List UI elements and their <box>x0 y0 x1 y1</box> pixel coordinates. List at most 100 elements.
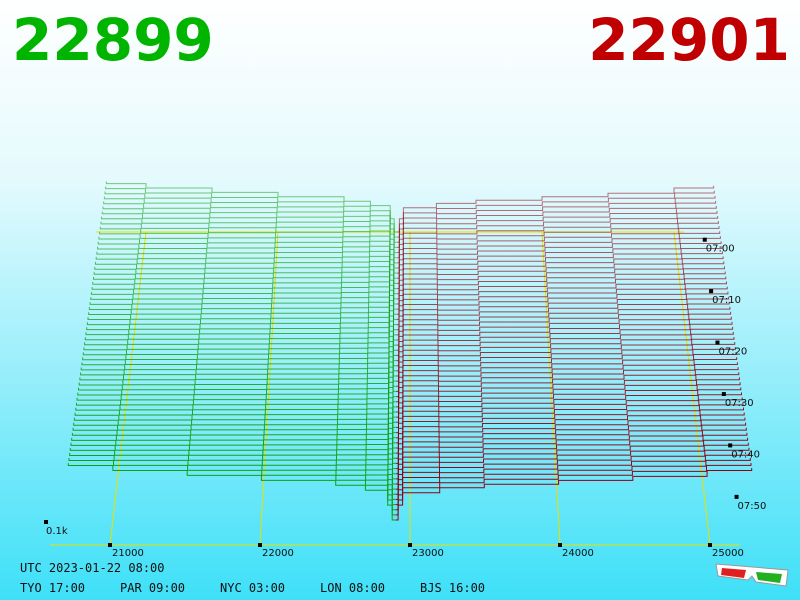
grid-line <box>259 231 279 546</box>
bid-depth-line <box>85 332 396 387</box>
ask-depth-line <box>395 437 749 490</box>
bid-depth-line <box>101 211 397 264</box>
ask-depth-line <box>395 457 751 511</box>
ask-depth-line <box>396 281 727 331</box>
bid-depth-line <box>101 216 397 269</box>
ask-depth-line <box>396 246 723 295</box>
ask-depth-line <box>396 241 722 290</box>
x-tick-label: 23000 <box>412 548 444 559</box>
time-tick-label: 07:40 <box>731 449 760 460</box>
bid-depth-line <box>104 191 397 243</box>
bid-depth-line <box>68 458 395 516</box>
bid-depth-line <box>97 241 397 295</box>
bid-depth-line <box>77 392 396 449</box>
clocks: TYO 17:00 PAR 09:00 NYC 03:00 LON 08:00 BJS … <box>20 581 485 595</box>
ask-depth-line <box>396 311 732 362</box>
ask-depth-line <box>395 432 748 485</box>
time-tick-mark <box>734 494 739 499</box>
bid-depth-line <box>73 422 396 480</box>
x-tick-label: 21000 <box>112 548 144 559</box>
ask-depth-line <box>396 326 734 377</box>
ask-depth-line <box>395 468 753 521</box>
tick-mark <box>108 543 112 547</box>
bid-depth-line <box>75 407 396 464</box>
city-clock: TYO 17:00 <box>20 581 85 595</box>
ask-depth-line <box>396 221 719 269</box>
ask-depth-line <box>396 347 736 398</box>
bid-depth-line <box>93 271 397 326</box>
bid-depth-line <box>76 402 396 459</box>
bid-depth-line <box>95 261 397 315</box>
ask-depth-line <box>395 397 743 449</box>
ask-depth-line <box>395 452 751 506</box>
bid-depth-line <box>84 342 396 398</box>
ask-depth-line <box>396 301 730 351</box>
bid-depth-line <box>78 382 396 439</box>
bid-depth-line <box>99 231 397 284</box>
time-tick-mark <box>702 237 707 242</box>
bid-depth-line <box>103 201 397 254</box>
city-clock: PAR 09:00 <box>120 581 185 595</box>
bid-depth-line <box>105 181 397 233</box>
bid-depth-line <box>81 362 396 418</box>
time-tick-label: 07:30 <box>725 398 754 409</box>
x-tick-label: 25000 <box>712 548 744 559</box>
bid-depth-line <box>102 206 397 259</box>
ask-depth-line <box>395 422 747 475</box>
ask-depth-line <box>396 291 729 341</box>
ask-depth-line <box>396 211 718 259</box>
bid-price: 22899 <box>12 6 214 74</box>
ask-depth-line <box>396 200 717 248</box>
ask-depth-line <box>396 321 733 372</box>
bid-depth-line <box>76 397 396 454</box>
time-tick-mark <box>709 289 714 294</box>
ask-depth-line <box>396 195 716 243</box>
tick-mark <box>708 543 712 547</box>
ask-depth-line <box>395 402 744 454</box>
bid-depth-line <box>78 387 396 444</box>
ask-depth-line <box>395 377 740 428</box>
tick-mark <box>408 543 412 547</box>
ask-depth-line <box>395 392 742 444</box>
bid-depth-line <box>98 236 397 290</box>
bid-depth-line <box>88 312 396 367</box>
time-tick-mark <box>721 392 726 396</box>
tick-mark <box>558 543 562 547</box>
ask-depth-line <box>396 226 720 274</box>
time-tick-mark <box>715 340 720 345</box>
ask-price: 22901 <box>588 6 790 74</box>
bid-depth-line <box>84 337 396 392</box>
ask-depth-line <box>396 206 717 254</box>
plot: 21000 22000 23000 24000 25000 07:00 07:10 07:20… <box>44 181 766 559</box>
bid-depth-line <box>72 427 396 485</box>
bid-depth-line <box>86 322 396 377</box>
city-clock: BJS 16:00 <box>420 581 485 595</box>
ask-depth-line <box>395 407 744 459</box>
bid-depth-line <box>69 448 396 506</box>
bid-depth-line <box>80 367 396 423</box>
bid-depth-line <box>90 297 396 351</box>
depth-tick-mark <box>44 520 48 524</box>
ask-depth-line <box>396 190 715 238</box>
bid-depth-line <box>82 352 396 408</box>
ask-depth-line <box>396 261 725 310</box>
ask-depth-line <box>396 251 723 300</box>
ask-depth-line <box>396 296 730 346</box>
time-tick-mark <box>728 443 733 448</box>
ask-depth-line <box>395 387 742 439</box>
bid-depth-line <box>105 186 397 238</box>
ask-depth-line <box>396 276 727 326</box>
ask-depth-line <box>396 352 737 403</box>
bid-depth-line <box>67 463 395 521</box>
time-tick-label: 07:10 <box>712 295 741 306</box>
ask-depth-line <box>395 382 741 434</box>
ask-depth-line <box>395 463 752 516</box>
bid-depth-line <box>87 317 396 372</box>
ask-depth-line <box>396 342 736 392</box>
bid-depth-line <box>90 292 396 346</box>
ask-depth-line <box>396 271 726 320</box>
ask-depth-line <box>396 337 735 387</box>
utc-time: UTC 2023-01-22 08:00 <box>20 561 165 575</box>
tick-mark <box>258 543 262 547</box>
